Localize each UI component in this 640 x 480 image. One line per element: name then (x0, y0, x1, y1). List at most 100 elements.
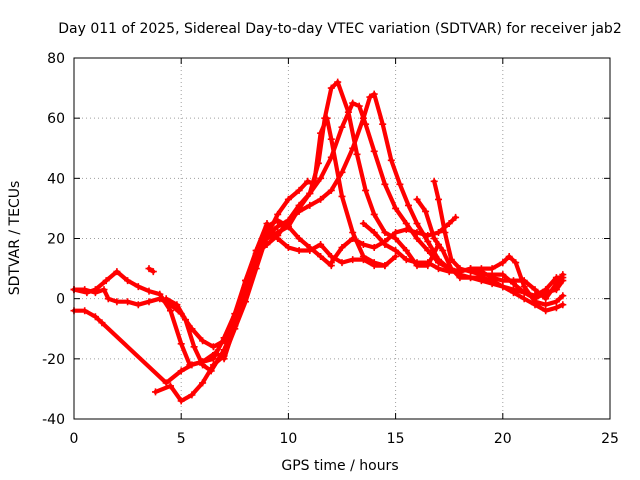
data-point (520, 295, 528, 303)
data-point (102, 277, 110, 285)
data-point (81, 286, 89, 294)
data-point (199, 337, 207, 345)
y-tick-label: 80 (47, 51, 65, 67)
data-point (338, 123, 346, 131)
chart-title: Day 011 of 2025, Sidereal Day-to-day VTE… (58, 21, 621, 37)
data-point (91, 289, 99, 297)
data-point (134, 283, 142, 291)
x-tick-label: 5 (177, 431, 186, 447)
data-point (317, 174, 325, 182)
data-point (134, 301, 142, 309)
y-tick-label: 60 (47, 111, 65, 127)
data-point (499, 283, 507, 291)
data-point (435, 256, 442, 264)
data-point (439, 247, 447, 254)
series-arc-10 (430, 177, 567, 300)
data-point (559, 274, 567, 282)
data-point (167, 307, 174, 315)
data-point (402, 226, 410, 233)
data-point (306, 201, 314, 209)
data-point (392, 229, 400, 236)
data-point (149, 268, 157, 276)
data-point (104, 295, 112, 303)
data-point (263, 232, 271, 239)
data-point (91, 313, 99, 321)
data-point (306, 247, 314, 254)
data-point (499, 271, 507, 279)
y-tick-label: -20 (42, 352, 65, 368)
data-point (188, 361, 196, 369)
x-tick-label: 0 (70, 431, 79, 447)
data-point (370, 147, 378, 155)
data-point (452, 213, 460, 221)
data-point (173, 301, 181, 309)
data-point (512, 259, 520, 267)
data-point (510, 286, 517, 294)
data-point (242, 289, 249, 297)
data-point (531, 292, 539, 300)
data-point (327, 153, 335, 161)
data-point (209, 355, 217, 363)
x-tick-label: 10 (279, 431, 297, 447)
data-point (370, 262, 378, 270)
data-point (284, 244, 292, 251)
data-point (424, 247, 432, 254)
data-point (422, 207, 430, 215)
data-point (379, 120, 387, 128)
data-point (334, 78, 342, 86)
data-point (510, 280, 517, 288)
data-point (552, 286, 560, 294)
data-point (499, 259, 507, 267)
data-point (441, 229, 449, 236)
data-point (402, 247, 410, 254)
data-point (392, 204, 400, 212)
data-point (167, 301, 174, 309)
data-point (559, 301, 567, 309)
data-point (445, 220, 453, 227)
data-point (295, 247, 303, 254)
data-point (177, 340, 185, 348)
x-axis-title: GPS time / hours (281, 458, 398, 474)
data-point (424, 232, 432, 239)
data-point (98, 319, 106, 327)
data-point (314, 159, 322, 167)
data-point (317, 253, 325, 260)
series-arc-11 (145, 265, 157, 276)
data-point (370, 244, 378, 251)
data-point (467, 268, 475, 276)
data-point (396, 180, 404, 188)
data-point (413, 259, 421, 267)
y-tick-label: 40 (47, 171, 65, 187)
data-point (359, 241, 367, 248)
data-point (542, 286, 550, 294)
data-point (424, 238, 432, 245)
data-point (355, 102, 363, 110)
data-point (199, 379, 207, 387)
data-point (499, 277, 507, 285)
data-point (338, 192, 346, 200)
data-point (113, 268, 121, 276)
data-point (284, 216, 292, 224)
data-point (447, 256, 455, 264)
data-point (349, 229, 357, 236)
data-point (327, 259, 335, 267)
data-point (145, 265, 153, 273)
data-point (321, 114, 329, 122)
data-point (542, 301, 550, 309)
x-tick-label: 20 (494, 431, 512, 447)
data-point (263, 220, 271, 227)
data-point (306, 189, 314, 197)
data-point (405, 201, 412, 209)
data-point (362, 186, 370, 194)
data-point (552, 304, 560, 312)
data-point (338, 244, 346, 251)
data-point (435, 195, 442, 203)
data-point (488, 271, 496, 279)
data-point (327, 186, 335, 194)
data-point (220, 337, 228, 345)
data-point (177, 310, 185, 318)
data-point (520, 283, 528, 291)
data-point (207, 367, 215, 375)
data-point (531, 301, 539, 309)
data-point (124, 277, 132, 285)
